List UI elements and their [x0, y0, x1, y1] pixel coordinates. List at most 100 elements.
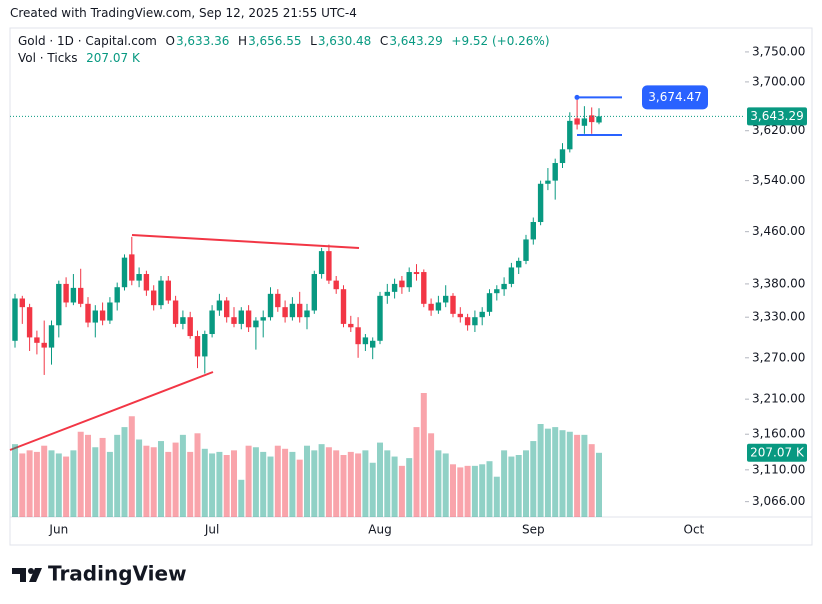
candle-body [63, 283, 69, 303]
volume-bar [304, 445, 310, 517]
candle-body [85, 303, 91, 323]
volume-bar [588, 444, 595, 517]
volume-bar [70, 450, 77, 517]
volume-bar [55, 453, 62, 517]
candle-body [304, 310, 310, 318]
volume-bar [464, 465, 471, 517]
volume-bar [523, 450, 529, 517]
y-tick-label: 3,540.00 [752, 173, 805, 187]
volume-bar [515, 455, 522, 517]
candle-body [537, 183, 544, 223]
volume-bar [355, 453, 362, 517]
volume-bar [223, 455, 230, 517]
candle-body [245, 310, 252, 328]
volume-bar [106, 451, 113, 517]
volume-bar [428, 433, 435, 517]
x-tick-label: Aug [368, 523, 391, 537]
volume-bar [143, 445, 150, 517]
candle-body [501, 283, 507, 290]
candle-body [355, 327, 361, 345]
volume-bar [289, 451, 296, 517]
candle-body [413, 272, 420, 275]
created-note: Created with TradingView.com, Sep 12, 20… [10, 6, 357, 20]
volume-bar [231, 450, 237, 517]
candle-body [165, 280, 171, 301]
volume-bar [347, 451, 354, 517]
candle-body [421, 272, 427, 304]
candle-body [180, 317, 186, 324]
volume-bar [201, 448, 208, 517]
legend-value: 3,630.48 [317, 34, 372, 48]
volume-bar [471, 465, 478, 517]
volume-bar [413, 427, 420, 517]
candle-body [26, 307, 33, 338]
candle-body [12, 298, 18, 341]
candle-body [231, 317, 237, 324]
candle-body [464, 317, 471, 326]
volume-bar [99, 437, 106, 517]
candle-body [267, 293, 274, 318]
candle-body [435, 302, 442, 311]
chart-frame [9, 27, 813, 546]
high-marker-dot [574, 94, 580, 100]
volume-bar [209, 453, 216, 517]
volume-bar [216, 451, 223, 517]
candle-body [589, 115, 595, 123]
volume-bar [362, 450, 369, 517]
candle-body [596, 116, 602, 123]
candle-body [70, 287, 77, 303]
y-tick-label: 3,460.00 [752, 224, 805, 238]
candle-body [56, 283, 62, 326]
y-tick-label: 3,380.00 [752, 276, 805, 290]
last-price-label: 3,643.29 [750, 109, 803, 123]
volume-bar [158, 441, 164, 517]
candle-body [99, 310, 106, 321]
high-marker-label: 3,674.47 [648, 90, 701, 104]
candle-body [516, 260, 522, 268]
volume-bar [267, 456, 274, 517]
candle-body [151, 290, 157, 306]
candle-body [523, 239, 529, 261]
candle-body [340, 289, 347, 324]
volume-bar [325, 447, 332, 517]
volume-bar [77, 431, 84, 517]
volume-bar [282, 448, 289, 517]
volume-bar [333, 450, 340, 517]
volume-bar [63, 456, 70, 517]
candle-body [92, 310, 98, 323]
candle-body [48, 325, 55, 348]
legend-volume-name: Vol · Ticks [18, 51, 78, 65]
candle-body [567, 120, 573, 150]
volume-bar [296, 459, 303, 517]
volume-bar [187, 451, 194, 517]
volume-bar [544, 428, 551, 517]
volume-bar [391, 456, 398, 517]
candle-body [362, 337, 369, 345]
y-tick-label: 3,160.00 [752, 427, 805, 441]
candle-body [194, 336, 201, 357]
candle-body [129, 254, 135, 281]
candle-body [136, 274, 142, 281]
volume-bar [41, 445, 48, 517]
candle-body [107, 302, 113, 321]
x-tick-label: Jun [48, 523, 68, 537]
volume-bar [377, 442, 383, 517]
volume-bar [340, 455, 347, 517]
volume-bar [398, 465, 405, 517]
candle-body [391, 283, 398, 292]
candle-body [172, 300, 179, 324]
candle-body [450, 295, 456, 314]
legend-row: Vol · Ticks 207.07 K [18, 51, 141, 65]
logo-shape [12, 568, 26, 582]
volume-bar [165, 451, 172, 517]
candle-body [253, 320, 259, 328]
candle-body [479, 311, 485, 318]
candle-body [41, 342, 47, 348]
candle-body [508, 267, 515, 284]
volume-bar [179, 434, 186, 517]
volume-bar [114, 434, 121, 517]
volume-bar [493, 476, 500, 517]
candle-body [275, 293, 281, 308]
logo-icon [12, 568, 42, 582]
legend-change: +9.52 (+0.26%) [451, 34, 550, 48]
